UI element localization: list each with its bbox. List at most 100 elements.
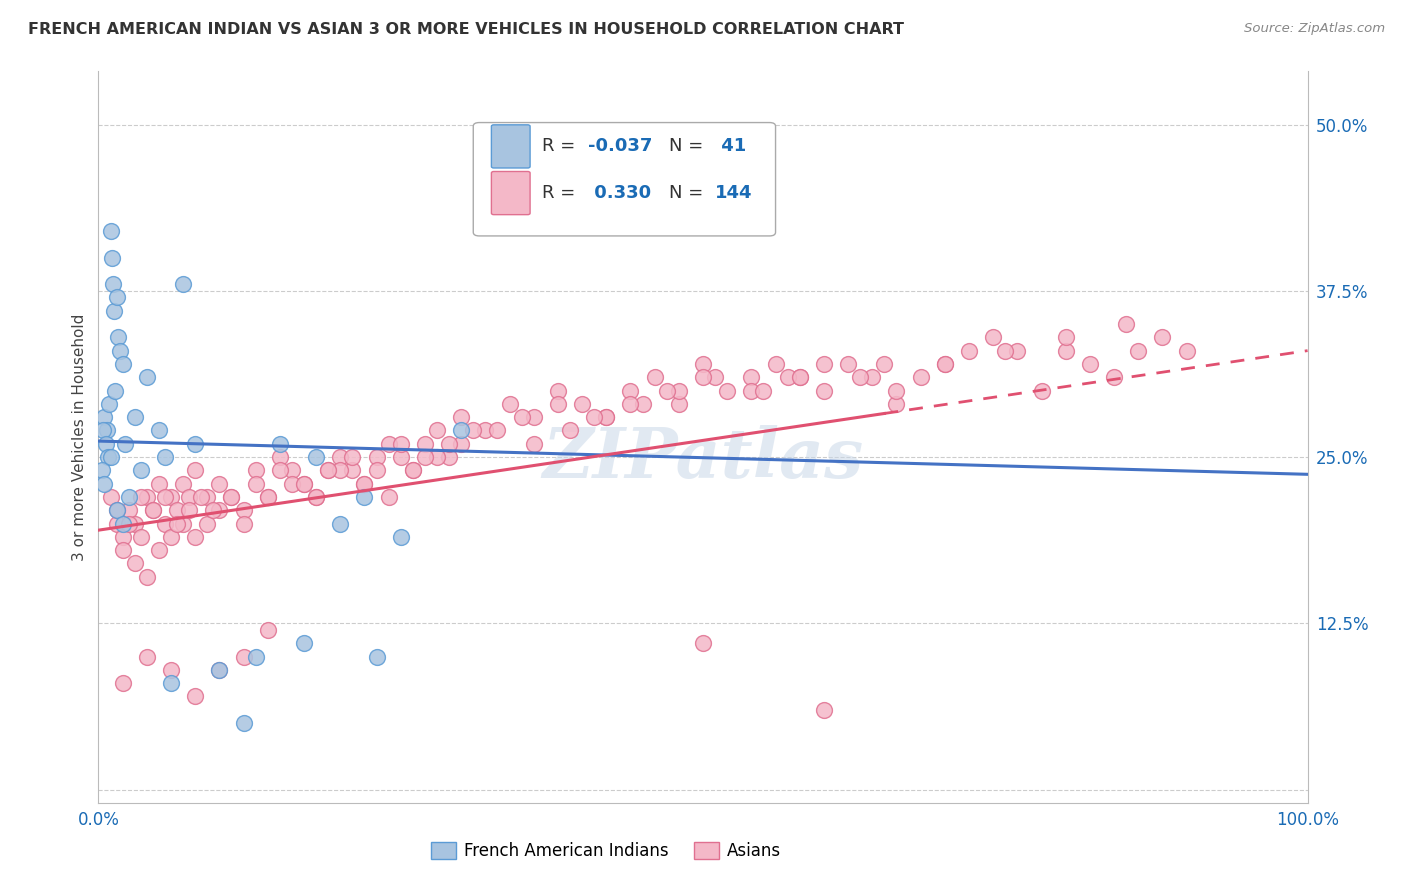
Point — [105, 503, 128, 517]
Point — [765, 357, 787, 371]
Point — [101, 277, 124, 292]
Point — [486, 424, 509, 438]
Point — [547, 397, 569, 411]
Text: ZIPatlas: ZIPatlas — [543, 425, 863, 492]
Point — [100, 224, 122, 238]
Point — [269, 436, 291, 450]
Point — [305, 490, 328, 504]
Point — [118, 490, 141, 504]
Point — [124, 557, 146, 571]
Point — [934, 357, 956, 371]
Point — [595, 410, 617, 425]
Point — [118, 516, 141, 531]
Point — [668, 397, 690, 411]
Point — [740, 384, 762, 398]
Point — [377, 436, 399, 450]
Point — [450, 424, 472, 438]
Point — [366, 463, 388, 477]
Point — [269, 450, 291, 464]
Point — [740, 370, 762, 384]
Point — [426, 450, 449, 464]
Point — [353, 476, 375, 491]
Point — [111, 676, 134, 690]
Point — [129, 463, 152, 477]
Point — [281, 463, 304, 477]
Point — [619, 397, 641, 411]
Point — [148, 543, 170, 558]
Text: 0.330: 0.330 — [588, 184, 651, 202]
Point — [148, 424, 170, 438]
Point — [1102, 370, 1125, 384]
Point — [160, 663, 183, 677]
Point — [160, 676, 183, 690]
Point — [1031, 384, 1053, 398]
Point — [1078, 357, 1101, 371]
Point — [366, 450, 388, 464]
Point — [256, 490, 278, 504]
Point — [111, 516, 134, 531]
Point — [692, 636, 714, 650]
Point — [704, 370, 727, 384]
Point — [160, 530, 183, 544]
Point — [437, 450, 460, 464]
Point — [413, 436, 436, 450]
Point — [353, 476, 375, 491]
Point — [118, 503, 141, 517]
Point — [789, 370, 811, 384]
Point — [1054, 330, 1077, 344]
Point — [195, 516, 218, 531]
Point — [510, 410, 533, 425]
Point — [860, 370, 883, 384]
Point — [100, 450, 122, 464]
Point — [1152, 330, 1174, 344]
Point — [316, 463, 339, 477]
Text: N =: N = — [669, 137, 709, 155]
Point — [1115, 317, 1137, 331]
Point — [111, 357, 134, 371]
Point — [558, 424, 581, 438]
Point — [353, 490, 375, 504]
Point — [104, 384, 127, 398]
Point — [329, 450, 352, 464]
Point — [873, 357, 896, 371]
Point — [1128, 343, 1150, 358]
Point — [547, 384, 569, 398]
Point — [232, 716, 254, 731]
Point — [426, 424, 449, 438]
Point — [281, 476, 304, 491]
Point — [232, 649, 254, 664]
Point — [153, 490, 176, 504]
Point — [96, 424, 118, 438]
Legend: French American Indians, Asians: French American Indians, Asians — [432, 842, 782, 860]
Point — [437, 436, 460, 450]
Point — [450, 410, 472, 425]
Point — [124, 516, 146, 531]
Point — [221, 490, 243, 504]
Point — [837, 357, 859, 371]
Point — [886, 384, 908, 398]
Point — [910, 370, 932, 384]
Point — [668, 384, 690, 398]
FancyBboxPatch shape — [492, 171, 530, 215]
Point — [135, 649, 157, 664]
Point — [1054, 343, 1077, 358]
Point — [716, 384, 738, 398]
Point — [292, 636, 315, 650]
Point — [179, 503, 201, 517]
Point — [105, 516, 128, 531]
Point — [402, 463, 425, 477]
Point — [142, 503, 165, 517]
Point — [100, 490, 122, 504]
Point — [329, 516, 352, 531]
Point — [595, 410, 617, 425]
Point — [342, 463, 364, 477]
Point — [619, 384, 641, 398]
Text: N =: N = — [669, 184, 709, 202]
Point — [450, 436, 472, 450]
Point — [111, 543, 134, 558]
Point — [752, 384, 775, 398]
Point — [692, 357, 714, 371]
Point — [245, 476, 267, 491]
Point — [148, 476, 170, 491]
Point — [195, 490, 218, 504]
